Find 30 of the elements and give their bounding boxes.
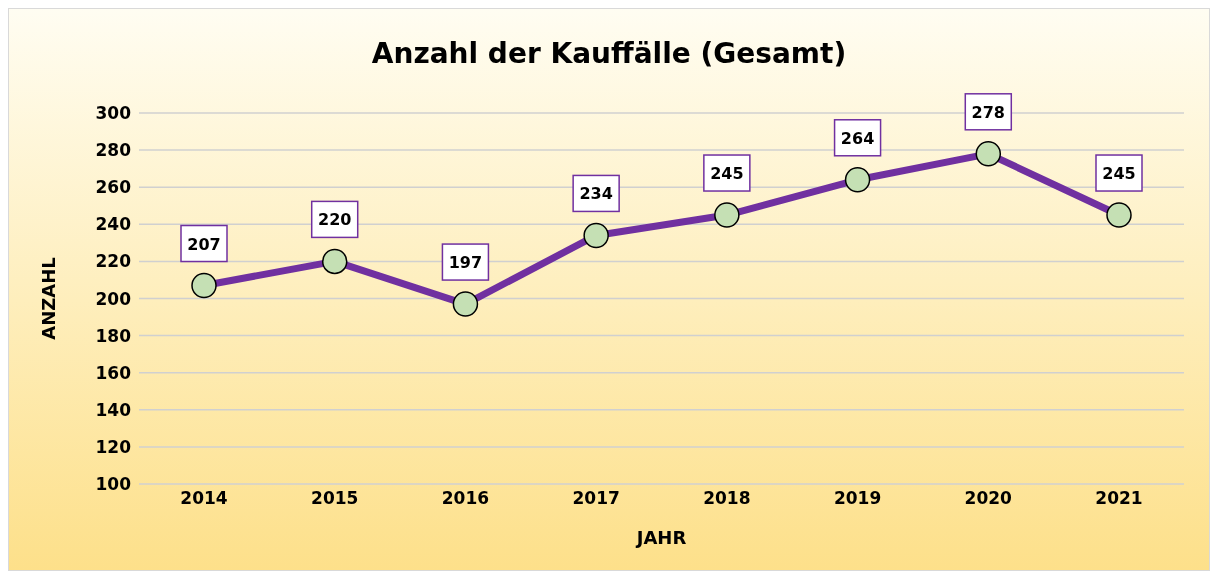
chart-title: Anzahl der Kauffälle (Gesamt) <box>370 37 848 70</box>
y-tick-label: 240 <box>95 214 132 235</box>
x-tick-label: 2020 <box>964 488 1013 509</box>
y-tick-label: 200 <box>95 288 132 309</box>
y-tick-label: 120 <box>95 436 132 457</box>
x-tick-label: 2017 <box>572 488 620 509</box>
data-label: 207 <box>187 234 221 254</box>
y-tick-label: 300 <box>95 103 132 124</box>
data-label: 220 <box>318 210 352 230</box>
y-tick-label: 140 <box>95 399 132 420</box>
y-tick-label: 260 <box>95 177 132 198</box>
y-tick-label: 180 <box>95 325 132 346</box>
x-tick-label: 2014 <box>180 488 228 509</box>
data-label: 245 <box>1102 164 1136 184</box>
x-tick-label: 2021 <box>1095 488 1143 509</box>
data-label: 245 <box>710 164 744 184</box>
data-label: 264 <box>840 128 875 148</box>
y-tick-label: 280 <box>95 140 132 161</box>
y-axis-title: ANZAHL <box>38 257 60 340</box>
x-tick-label: 2016 <box>441 488 490 509</box>
x-tick-label: 2015 <box>311 488 359 509</box>
y-tick-label: 220 <box>95 251 132 272</box>
x-axis-title: JAHR <box>634 527 687 548</box>
data-label: 234 <box>579 184 613 204</box>
y-tick-label: 100 <box>95 474 132 495</box>
x-tick-label: 2018 <box>703 488 751 509</box>
y-tick-label: 160 <box>95 362 132 383</box>
data-label: 278 <box>971 102 1005 122</box>
x-tick-label: 2019 <box>833 488 882 509</box>
data-label: 197 <box>448 253 483 273</box>
